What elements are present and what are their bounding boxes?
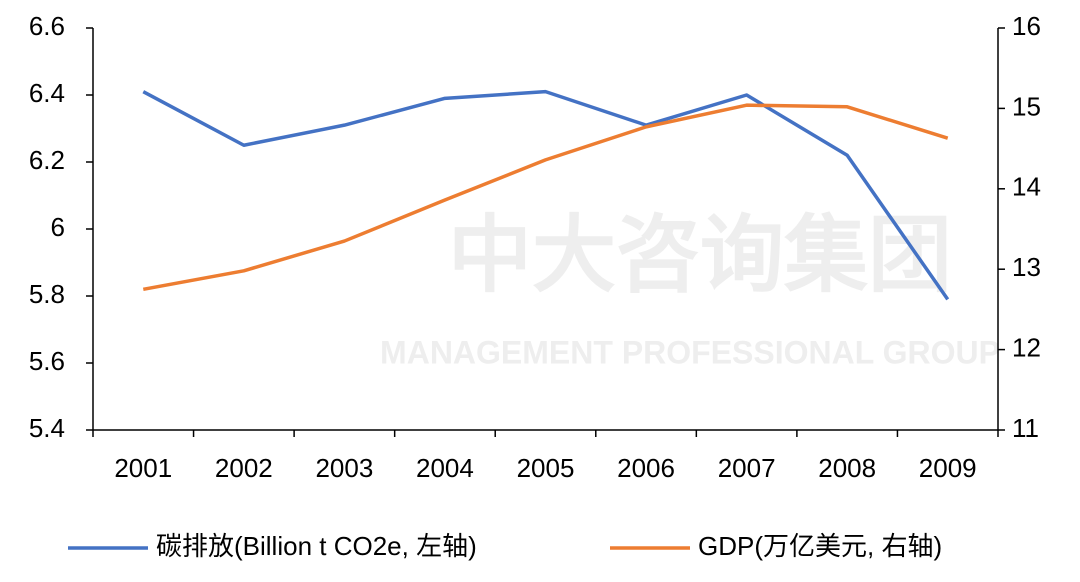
- y-tick-label: 5.6: [29, 346, 65, 376]
- y2-tick-label: 16: [1012, 11, 1041, 41]
- x-tick-label: 2003: [315, 453, 373, 483]
- y-tick-label: 6.2: [29, 145, 65, 175]
- y-tick-label: 6: [51, 212, 65, 242]
- y-tick-label: 5.4: [29, 413, 65, 443]
- x-tick-label: 2009: [919, 453, 977, 483]
- y2-tick-label: 15: [1012, 91, 1041, 121]
- y-tick-label: 6.6: [29, 11, 65, 41]
- legend-label: GDP(万亿美元, 右轴): [698, 531, 942, 561]
- line-series: [142, 89, 950, 301]
- watermark: 中大咨询集团: [448, 208, 952, 302]
- x-tick-label: 2001: [114, 453, 172, 483]
- y2-tick-label: 13: [1012, 252, 1041, 282]
- legend-label: 碳排放(Billion t CO2e, 左轴): [156, 531, 477, 561]
- watermark-subtext: MANAGEMENT PROFESSIONAL GROUP: [380, 334, 1000, 370]
- y-tick-label: 5.8: [29, 279, 65, 309]
- x-tick-label: 2007: [718, 453, 776, 483]
- x-tick-label: 2006: [617, 453, 675, 483]
- y2-tick-label: 14: [1012, 172, 1041, 202]
- x-tick-label: 2008: [818, 453, 876, 483]
- x-tick-label: 2004: [416, 453, 474, 483]
- x-tick-label: 2002: [215, 453, 273, 483]
- y2-tick-label: 12: [1012, 332, 1041, 362]
- x-tick-label: 2005: [517, 453, 575, 483]
- y2-tick-label: 11: [1012, 413, 1039, 443]
- line-series: [142, 103, 949, 292]
- y-tick-label: 6.4: [29, 78, 65, 108]
